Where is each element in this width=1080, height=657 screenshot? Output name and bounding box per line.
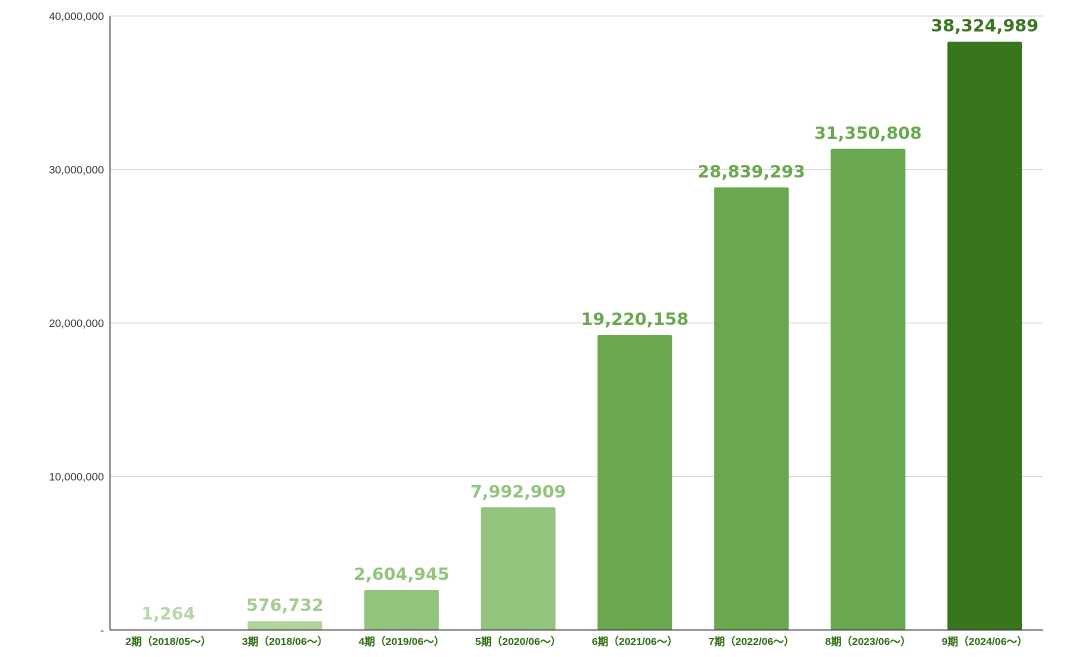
x-axis-categories: 2期（2018/05～） 3期（2018/06～） 4期（2019/06～） 5期（2…: [125, 635, 1027, 648]
data-label: 19,220,158: [581, 310, 689, 330]
y-tick-label: 30,000,000: [49, 165, 104, 177]
bar: [947, 41, 1023, 630]
y-tick-label: 40,000,000: [49, 11, 104, 23]
y-tick-label: 10,000,000: [49, 472, 104, 484]
x-category-label: 3期（2018/06～）: [242, 635, 328, 648]
x-category-label: 8期（2023/06～）: [825, 635, 911, 648]
data-label: 2,604,945: [354, 565, 450, 585]
y-tick-label: -: [100, 625, 104, 637]
bar: [480, 507, 556, 630]
data-label: 1,264: [141, 605, 195, 625]
y-axis-ticks: - 10,000,000 20,000,000 30,000,000 40,000,00…: [49, 11, 104, 637]
data-labels: 1,264 576,732 2,604,945 7,992,909 19,220,158…: [141, 17, 1038, 625]
data-label: 31,350,808: [814, 124, 922, 144]
y-tick-label: 20,000,000: [49, 318, 104, 330]
bar: [247, 621, 323, 630]
data-label: 576,732: [246, 596, 323, 616]
data-label: 38,324,989: [931, 17, 1039, 37]
x-category-label: 2期（2018/05～）: [125, 635, 211, 648]
bar: [714, 187, 789, 631]
bar: [597, 334, 673, 630]
x-category-label: 7期（2022/06～）: [709, 635, 795, 648]
x-category-label: 5期（2020/06～）: [475, 635, 561, 648]
bar: [364, 590, 439, 630]
x-category-label: 4期（2019/06～）: [359, 635, 445, 648]
bar: [830, 148, 906, 631]
x-category-label: 6期（2021/06～）: [592, 635, 678, 648]
x-category-label: 9期（2024/06～）: [942, 635, 1028, 648]
data-label: 28,839,293: [698, 162, 806, 182]
data-label: 7,992,909: [470, 482, 566, 502]
bars: [130, 41, 1023, 631]
